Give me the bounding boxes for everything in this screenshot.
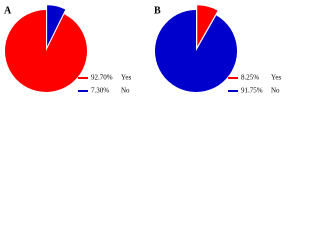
legend-value: 7.30% (91, 87, 109, 95)
pie-slice (47, 5, 66, 47)
legend-label: Yes (121, 74, 131, 82)
legend-label: Yes (271, 74, 281, 82)
panel-label: B (154, 5, 161, 16)
legend-value: 8.25% (241, 74, 259, 82)
panel-label: A (4, 5, 12, 16)
legend-value: 92.70% (91, 74, 113, 82)
legend-label: No (271, 87, 280, 95)
figure: A 92.70% Yes 7.30% No B 8.25% Yes 91.75% No (4, 5, 281, 95)
pie-slice (155, 10, 237, 92)
legend-value: 91.75% (241, 87, 263, 95)
legend-label: No (121, 87, 130, 95)
pie-slice (4, 10, 87, 93)
pie-slice (197, 5, 218, 47)
